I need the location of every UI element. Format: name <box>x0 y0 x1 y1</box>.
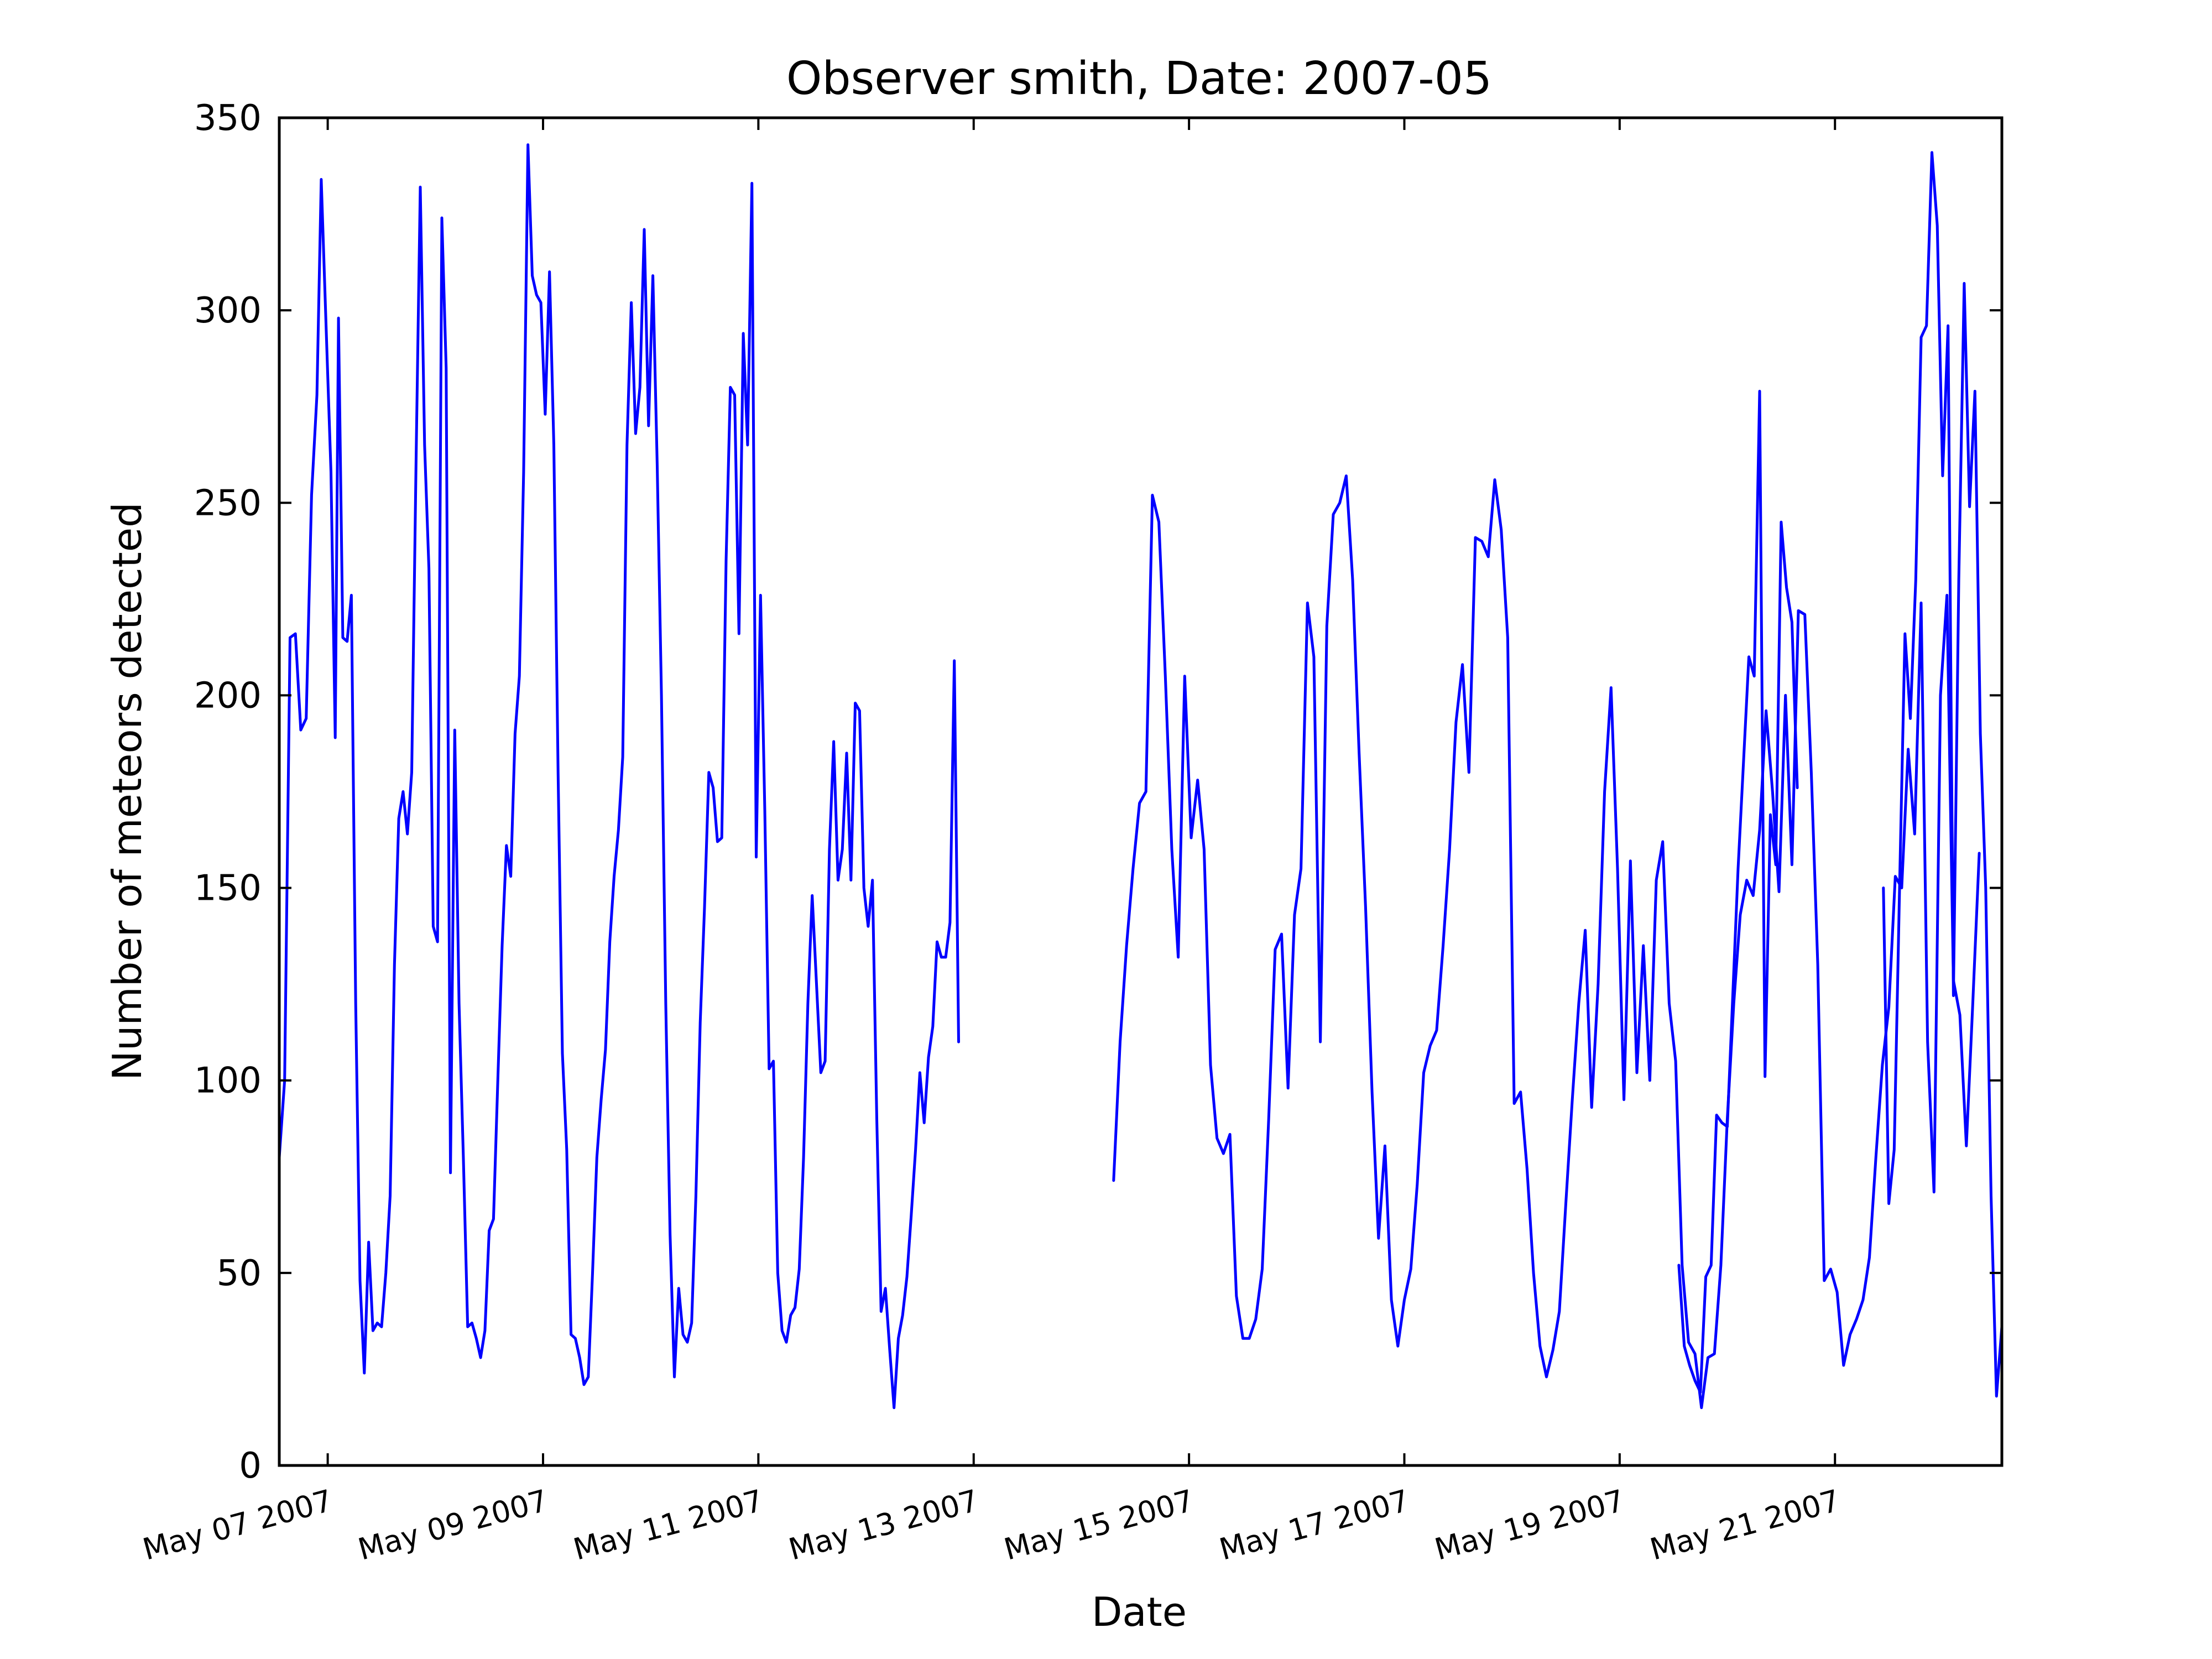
y-tick-label: 0 <box>239 1446 262 1486</box>
series-line-3 <box>1677 389 1799 1394</box>
y-tick-label: 300 <box>194 290 262 331</box>
series-line-2 <box>1112 474 1981 1410</box>
y-axis-ticks: 0 50 100 150 200 250 300 350 <box>194 98 2002 1486</box>
x-tick-label: May 17 2007 <box>1215 1483 1412 1567</box>
x-tick-label: May 15 2007 <box>1000 1483 1197 1567</box>
x-tick-label: May 13 2007 <box>785 1483 982 1567</box>
x-tick-label: May 07 2007 <box>139 1483 336 1567</box>
y-tick-label: 200 <box>194 675 262 716</box>
y-tick-label: 100 <box>194 1061 262 1102</box>
series-layer <box>278 143 2004 1410</box>
y-tick-label: 250 <box>194 483 262 524</box>
y-tick-label: 50 <box>217 1253 262 1294</box>
chart-title: Observer smith, Date: 2007-05 <box>786 53 1492 105</box>
series-line-4 <box>1882 151 2004 1398</box>
y-axis-label: Number of meteors detected <box>104 502 150 1081</box>
x-axis-ticks: May 07 2007 May 09 2007 May 11 2007 May 13 … <box>139 118 1844 1567</box>
y-tick-label: 150 <box>194 868 262 909</box>
x-tick-label: May 11 2007 <box>570 1483 766 1567</box>
x-tick-label: May 19 2007 <box>1431 1483 1628 1567</box>
y-tick-label: 350 <box>194 98 262 139</box>
x-tick-label: May 21 2007 <box>1646 1483 1843 1567</box>
x-axis-label: Date <box>1092 1589 1187 1635</box>
x-tick-label: May 09 2007 <box>354 1483 551 1567</box>
series-line-1 <box>278 143 960 1410</box>
plot-area-frame <box>278 116 2004 1467</box>
